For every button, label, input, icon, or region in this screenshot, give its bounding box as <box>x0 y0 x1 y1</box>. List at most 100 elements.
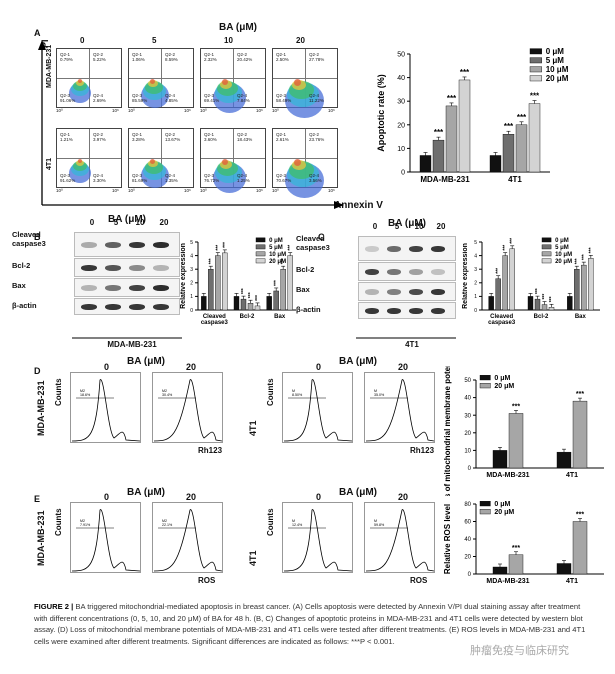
y-tick-label: 1 <box>190 294 193 300</box>
q3-value: 91.06% <box>60 98 76 103</box>
category-label: 4T1 <box>566 578 578 585</box>
histogram-frame <box>70 372 141 443</box>
histogram: M8.50% <box>282 372 353 443</box>
tick-lo: 10⁰ <box>128 108 135 113</box>
category-label: caspase3 <box>488 320 516 326</box>
legend-label: 20 μM <box>546 74 569 83</box>
histogram-dose-label: 20 <box>186 362 197 372</box>
q4-value: 1.25% <box>237 178 250 183</box>
chart-ros-level: 0 20 40 60 80 Relative ROS level *** MDA-MB-231… <box>443 500 604 585</box>
significance-label: *** <box>215 245 221 251</box>
bar <box>581 264 587 311</box>
histogram-curve <box>71 509 141 572</box>
y-tick-label: 5 <box>190 240 193 246</box>
bar <box>280 269 286 311</box>
bar <box>247 302 254 311</box>
wb-band <box>81 264 97 271</box>
y-tick-label: 30 <box>397 99 405 106</box>
q4-name: Q2-4 <box>165 93 176 98</box>
tick-hi: 10⁶ <box>256 188 263 193</box>
bar <box>527 296 534 311</box>
bar <box>458 79 471 173</box>
caption-text: BA triggered mitochondrial-mediated apop… <box>34 602 586 646</box>
q3-name: Q2-3 <box>132 93 143 98</box>
q1-name: Q2-1 <box>60 132 71 137</box>
q1-value: 2.61% <box>276 137 289 142</box>
significance-label: *** <box>208 258 214 264</box>
q1-value: 1.21% <box>60 137 73 142</box>
tick-lo: 10⁰ <box>56 188 63 193</box>
bar <box>240 298 247 311</box>
wb-band <box>387 245 401 252</box>
histogram-x-label: Rh123 <box>198 446 223 455</box>
bar <box>492 566 508 575</box>
significance-label: *** <box>517 113 527 122</box>
panel-a-row1-label: MDA-MB-231 <box>46 44 53 88</box>
panel-d-letter: D <box>34 366 41 376</box>
q2-value: 3.97% <box>93 137 106 142</box>
bar <box>502 134 515 173</box>
bar <box>556 563 572 575</box>
q2-name: Q2-2 <box>237 52 248 57</box>
q1-name: Q2-1 <box>276 52 287 57</box>
wb-dose-label: 0 <box>372 222 378 231</box>
significance-label: *** <box>535 288 541 294</box>
q4-value: 11.22% <box>309 98 324 103</box>
watermark: 肿瘤免疫与临床研究 <box>470 645 569 657</box>
q3-name: Q2-3 <box>132 173 143 178</box>
q3-name: Q2-3 <box>276 173 287 178</box>
significance-label: *** <box>496 268 502 274</box>
q4-name: Q2-4 <box>237 173 248 178</box>
q2-value: 20.42% <box>237 57 253 62</box>
y-tick-label: 3 <box>474 267 477 273</box>
q2-name: Q2-2 <box>309 132 320 137</box>
panel-a-dose-label: 20 <box>296 36 305 45</box>
wb-dose-label: 10 <box>414 222 424 231</box>
wb-band <box>431 307 445 314</box>
wb-protein-label: Bcl-2 <box>12 261 31 270</box>
q2-value: 13.67% <box>165 137 181 142</box>
legend-label: 10 μM <box>269 252 286 258</box>
wb-protein-label: Bax <box>296 285 310 294</box>
panel-a-row2-label: 4T1 <box>46 157 53 170</box>
y-tick-label: 60 <box>464 520 471 526</box>
wb-band <box>105 284 121 291</box>
q2-value: 27.78% <box>309 57 325 62</box>
legend-swatch <box>255 258 266 264</box>
q1-name: Q2-1 <box>276 132 287 137</box>
legend-swatch <box>479 500 491 507</box>
category-label: Cleaved <box>203 314 226 320</box>
q4-name: Q2-4 <box>237 93 248 98</box>
wb-band <box>365 288 379 295</box>
cell-density-blob <box>76 79 84 86</box>
wb-band <box>387 268 401 275</box>
gate-name: M <box>374 389 377 393</box>
cell-density-blob <box>73 161 87 171</box>
legend-swatch <box>541 258 552 264</box>
y-tick-label: 10 <box>397 146 405 153</box>
wb-strip <box>74 232 180 257</box>
y-tick-label: 0 <box>474 308 477 314</box>
cell-density-blob <box>294 78 301 86</box>
bar <box>233 296 240 311</box>
histogram-curve <box>71 379 141 442</box>
panel-a-xlabel: Annexin V <box>334 200 383 211</box>
legend-swatch <box>479 383 491 389</box>
gate-name: M <box>374 519 377 523</box>
wb-band <box>153 264 169 271</box>
wb-band <box>387 288 401 295</box>
q1-value: 2.32% <box>204 57 217 62</box>
bar <box>556 451 572 469</box>
legend-label: 20 μM <box>555 259 572 265</box>
bar <box>508 413 524 469</box>
histogram-dose-label: 0 <box>104 492 110 502</box>
wb-strip <box>74 298 180 315</box>
category-label: 4T1 <box>566 472 578 479</box>
histogram-frame <box>364 372 435 443</box>
tick-lo: 10⁰ <box>272 188 279 193</box>
histogram-frame <box>70 502 141 573</box>
tick-hi: 10⁶ <box>328 188 335 193</box>
y-axis-label: Apoptotic rate (%) <box>376 74 386 152</box>
legend-swatch <box>255 251 266 257</box>
